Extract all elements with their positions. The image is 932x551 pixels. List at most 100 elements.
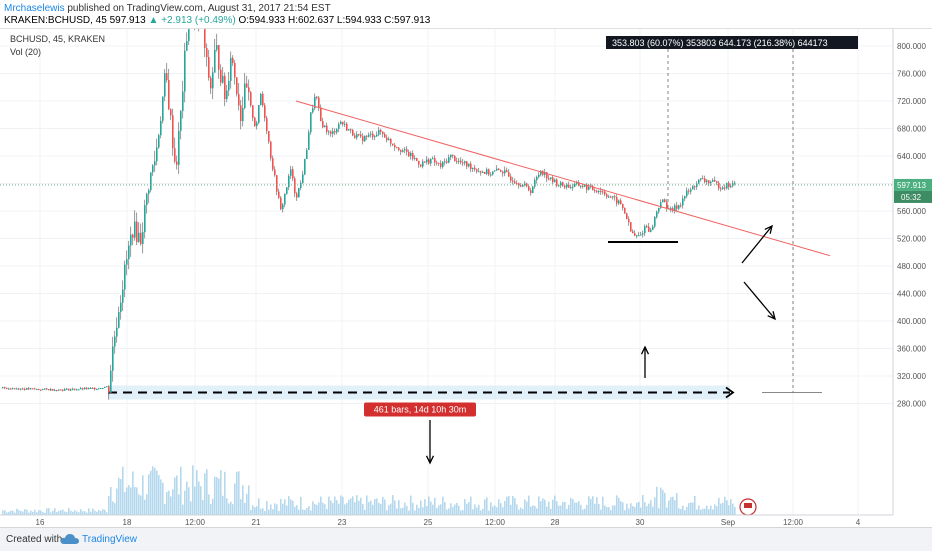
candle-body bbox=[246, 83, 248, 88]
volume-bar bbox=[230, 501, 232, 515]
volume-bar bbox=[592, 496, 594, 515]
candle-body bbox=[632, 231, 634, 234]
candle-body bbox=[366, 135, 368, 137]
candle-body bbox=[700, 178, 702, 180]
volume-bar bbox=[134, 486, 136, 515]
candle-body bbox=[710, 181, 712, 184]
candle-body bbox=[660, 202, 662, 208]
volume-bar bbox=[482, 508, 484, 515]
candle-body bbox=[320, 107, 322, 122]
candle-body bbox=[390, 138, 392, 144]
candle-body bbox=[296, 193, 298, 198]
footer-tradingview-link[interactable]: TradingView bbox=[82, 534, 138, 545]
candle-body bbox=[418, 160, 420, 165]
candle-body bbox=[634, 233, 636, 236]
candle-body bbox=[270, 141, 272, 159]
candle-body bbox=[356, 134, 358, 138]
volume-bar bbox=[678, 508, 680, 515]
candle-body bbox=[26, 387, 28, 390]
volume-bar bbox=[166, 492, 168, 515]
price-chart[interactable]: 461 bars, 14d 10h 30m 353.803 (60.07%) 3… bbox=[0, 29, 932, 527]
x-tick-label: 23 bbox=[338, 518, 347, 527]
candle-body bbox=[404, 149, 406, 151]
candle-body bbox=[210, 77, 212, 89]
volume-bar bbox=[616, 495, 618, 515]
volume-bar bbox=[298, 509, 300, 515]
volume-bar bbox=[610, 510, 612, 515]
candle-body bbox=[408, 151, 410, 157]
candle-body bbox=[514, 181, 516, 184]
volume-bar bbox=[156, 470, 158, 515]
volume-bar bbox=[50, 512, 52, 515]
volume-bar bbox=[288, 496, 290, 515]
candle-body bbox=[328, 131, 330, 133]
candle-body bbox=[72, 388, 74, 390]
candle-body bbox=[168, 80, 170, 110]
candle-body bbox=[58, 389, 60, 391]
volume-bar bbox=[488, 510, 490, 515]
volume-bar bbox=[160, 479, 162, 515]
descending-trendline bbox=[295, 100, 831, 257]
candle-body bbox=[68, 388, 70, 391]
candle-body bbox=[508, 172, 510, 177]
volume-bar bbox=[576, 502, 578, 515]
volume-bar bbox=[196, 470, 198, 515]
candle-body bbox=[186, 41, 188, 51]
candle-body bbox=[414, 158, 416, 160]
volume-bar bbox=[650, 500, 652, 515]
volume-bar bbox=[656, 486, 658, 515]
volume-bar bbox=[664, 492, 666, 515]
volume-bar bbox=[212, 498, 214, 515]
volume-bar bbox=[458, 505, 460, 515]
candle-body bbox=[612, 196, 614, 198]
volume-bar bbox=[512, 495, 514, 515]
volume-bar bbox=[148, 474, 150, 515]
volume-bar bbox=[538, 496, 540, 515]
date-range-tool: 461 bars, 14d 10h 30m bbox=[108, 385, 822, 417]
candle-body bbox=[358, 134, 360, 136]
candle-body bbox=[22, 388, 24, 390]
candle-body bbox=[494, 170, 496, 172]
candle-body bbox=[426, 159, 428, 163]
candle-body bbox=[74, 388, 76, 390]
volume-bar bbox=[446, 509, 448, 515]
arrow-shaft bbox=[741, 225, 773, 264]
volume-bar bbox=[270, 504, 272, 515]
candle-body bbox=[84, 387, 86, 390]
volume-bar bbox=[418, 508, 420, 515]
candle-body bbox=[420, 164, 422, 167]
candle-body bbox=[242, 108, 244, 121]
candle-body bbox=[496, 168, 498, 171]
volume-bar bbox=[710, 505, 712, 515]
volume-bar bbox=[506, 496, 508, 515]
candle-body bbox=[546, 172, 548, 179]
candle-body bbox=[654, 217, 656, 227]
candle-body bbox=[684, 196, 686, 199]
measure-label-box bbox=[606, 36, 858, 49]
candle-body bbox=[412, 152, 414, 159]
candle-body bbox=[586, 184, 588, 190]
candle-body bbox=[374, 136, 376, 138]
volume-bar bbox=[334, 496, 336, 515]
volume-bar bbox=[602, 496, 604, 515]
volume-bar bbox=[466, 503, 468, 515]
volume-bar bbox=[694, 495, 696, 515]
candle-body bbox=[98, 388, 100, 390]
volume-bar bbox=[718, 497, 720, 515]
volume-bar bbox=[364, 509, 366, 515]
candle-body bbox=[354, 135, 356, 138]
volume-bar bbox=[320, 496, 322, 515]
volume-bar bbox=[400, 508, 402, 515]
candle-body bbox=[440, 163, 442, 167]
volume-bar bbox=[578, 501, 580, 515]
candle-body bbox=[24, 388, 26, 390]
candle-body bbox=[430, 158, 432, 164]
volume-bar bbox=[118, 477, 120, 515]
volume-bar bbox=[382, 496, 384, 515]
measure-label-text: 353.803 (60.07%) 353803 644.173 (216.38%… bbox=[612, 38, 828, 48]
events-flag-icon[interactable] bbox=[739, 498, 757, 516]
volume-bar bbox=[584, 508, 586, 515]
candle-body bbox=[124, 264, 126, 290]
author-link[interactable]: Mrchaselewis bbox=[4, 3, 65, 14]
volume-bar bbox=[42, 512, 44, 515]
